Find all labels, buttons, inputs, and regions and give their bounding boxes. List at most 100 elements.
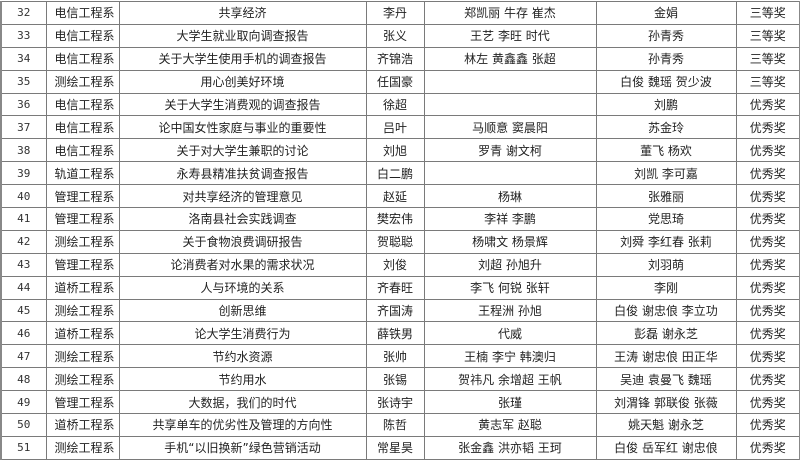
row-number-cell: 44	[0, 275, 47, 300]
award-cell: 优秀奖	[735, 344, 800, 369]
award-cell: 优秀奖	[735, 229, 800, 254]
team-members-cell: 刘超 孙旭升	[423, 252, 597, 277]
advisor-cell: 刘凯 李可嘉	[595, 161, 737, 186]
department-cell: 道桥工程系	[45, 413, 120, 437]
team-leader-cell: 樊宏伟	[365, 207, 425, 231]
award-cell: 优秀奖	[735, 413, 800, 437]
table-row: 41 管理工程系 洛南县社会实践调查 樊宏伟 李祥 李鹏 党思琦 优秀奖	[0, 207, 800, 231]
row-number-cell: 50	[0, 413, 47, 437]
row-number-cell: 38	[0, 138, 47, 163]
advisor-cell: 刘舜 李红春 张莉	[595, 229, 737, 254]
table-row: 34 电信工程系 关于大学生使用手机的调查报告 齐锦浩 林左 黄鑫鑫 张超 孙青秀 三等奖	[0, 46, 800, 71]
row-number-cell: 47	[0, 344, 47, 369]
advisor-cell: 金娟	[595, 1, 737, 25]
award-cell: 优秀奖	[735, 138, 800, 163]
row-number-cell: 34	[0, 46, 47, 71]
advisor-cell: 吴迪 袁曼飞 魏瑶	[595, 367, 737, 392]
team-leader-cell: 陈哲	[365, 413, 425, 437]
team-leader-cell: 徐超	[365, 92, 425, 117]
department-cell: 测绘工程系	[45, 435, 120, 460]
team-members-cell: 林左 黄鑫鑫 张超	[423, 46, 597, 71]
award-cell: 三等奖	[735, 69, 800, 94]
team-leader-cell: 李丹	[365, 1, 425, 25]
team-members-cell: 罗青 谢文柯	[423, 138, 597, 163]
award-cell: 优秀奖	[735, 367, 800, 392]
row-number-cell: 33	[0, 23, 47, 48]
row-number-cell: 49	[0, 390, 47, 415]
department-cell: 道桥工程系	[45, 275, 120, 300]
team-members-cell	[423, 161, 597, 186]
project-title-cell: 创新思维	[118, 298, 367, 323]
award-cell: 优秀奖	[735, 321, 800, 346]
department-cell: 管理工程系	[45, 252, 120, 277]
team-leader-cell: 常星昊	[365, 435, 425, 460]
table-row: 32 电信工程系 共享经济 李丹 郑凯丽 牛存 崔杰 金娟 三等奖	[0, 1, 800, 25]
project-title-cell: 永寿县精准扶贫调查报告	[118, 161, 367, 186]
team-members-cell: 张瑾	[423, 390, 597, 415]
advisor-cell: 董飞 杨欢	[595, 138, 737, 163]
award-cell: 三等奖	[735, 46, 800, 71]
department-cell: 电信工程系	[45, 138, 120, 163]
department-cell: 测绘工程系	[45, 344, 120, 369]
table-row: 36 电信工程系 关于大学生消费观的调查报告 徐超 刘鹏 优秀奖	[0, 92, 800, 117]
row-number-cell: 37	[0, 115, 47, 140]
row-number-cell: 39	[0, 161, 47, 186]
team-members-cell: 李祥 李鹏	[423, 207, 597, 231]
advisor-cell: 王涛 谢忠俍 田正华	[595, 344, 737, 369]
project-title-cell: 关于大学生使用手机的调查报告	[118, 46, 367, 71]
department-cell: 测绘工程系	[45, 69, 120, 94]
award-cell: 优秀奖	[735, 390, 800, 415]
advisor-cell: 彭磊 谢永芝	[595, 321, 737, 346]
table-row: 38 电信工程系 关于对大学生兼职的讨论 刘旭 罗青 谢文柯 董飞 杨欢 优秀奖	[0, 138, 800, 163]
table-row: 51 测绘工程系 手机“以旧换新”绿色营销活动 常星昊 张金鑫 洪亦韬 王珂 白俊 岳军红…	[0, 435, 800, 460]
row-number-cell: 40	[0, 184, 47, 209]
project-title-cell: 洛南县社会实践调查	[118, 207, 367, 231]
project-title-cell: 人与环境的关系	[118, 275, 367, 300]
advisor-cell: 刘羽萌	[595, 252, 737, 277]
team-members-cell: 杨琳	[423, 184, 597, 209]
advisor-cell: 刘渭锋 郭联俊 张薇	[595, 390, 737, 415]
award-cell: 优秀奖	[735, 252, 800, 277]
team-members-cell: 马顺意 窦晨阳	[423, 115, 597, 140]
table-row: 48 测绘工程系 节约用水 张锡 贺祎凡 余增超 王帆 吴迪 袁曼飞 魏瑶 优秀奖	[0, 367, 800, 392]
project-title-cell: 共享经济	[118, 1, 367, 25]
department-cell: 测绘工程系	[45, 367, 120, 392]
row-number-cell: 42	[0, 229, 47, 254]
table-row: 44 道桥工程系 人与环境的关系 齐春旺 李飞 何锐 张轩 李刚 优秀奖	[0, 275, 800, 300]
team-members-cell: 李飞 何锐 张轩	[423, 275, 597, 300]
department-cell: 电信工程系	[45, 23, 120, 48]
project-title-cell: 对共享经济的管理意见	[118, 184, 367, 209]
award-cell: 优秀奖	[735, 298, 800, 323]
advisor-cell: 孙青秀	[595, 46, 737, 71]
advisor-cell: 李刚	[595, 275, 737, 300]
row-number-cell: 41	[0, 207, 47, 231]
award-cell: 优秀奖	[735, 435, 800, 460]
award-cell: 优秀奖	[735, 207, 800, 231]
advisor-cell: 白俊 谢忠俍 李立功	[595, 298, 737, 323]
table-row: 50 道桥工程系 共享单车的优劣性及管理的方向性 陈哲 黄志军 赵聪 姚天魁 谢永芝 优秀奖	[0, 413, 800, 437]
table-row: 47 测绘工程系 节约水资源 张帅 王楠 李宁 韩澳归 王涛 谢忠俍 田正华 优秀奖	[0, 344, 800, 369]
project-title-cell: 关于对大学生兼职的讨论	[118, 138, 367, 163]
advisor-cell: 白俊 魏瑶 贺少波	[595, 69, 737, 94]
department-cell: 道桥工程系	[45, 321, 120, 346]
department-cell: 电信工程系	[45, 115, 120, 140]
department-cell: 管理工程系	[45, 390, 120, 415]
team-leader-cell: 赵延	[365, 184, 425, 209]
team-members-cell: 张金鑫 洪亦韬 王珂	[423, 435, 597, 460]
team-leader-cell: 张义	[365, 23, 425, 48]
table-row: 46 道桥工程系 论大学生消费行为 薛铁男 代威 彭磊 谢永芝 优秀奖	[0, 321, 800, 346]
advisor-cell: 张雅丽	[595, 184, 737, 209]
table-row: 37 电信工程系 论中国女性家庭与事业的重要性 吕叶 马顺意 窦晨阳 苏金玲 优秀奖	[0, 115, 800, 140]
project-title-cell: 大数据，我们的时代	[118, 390, 367, 415]
team-members-cell	[423, 92, 597, 117]
award-cell: 优秀奖	[735, 92, 800, 117]
team-leader-cell: 刘俊	[365, 252, 425, 277]
team-members-cell: 王楠 李宁 韩澳归	[423, 344, 597, 369]
table-row: 39 轨道工程系 永寿县精准扶贫调查报告 白二鹏 刘凯 李可嘉 优秀奖	[0, 161, 800, 186]
department-cell: 电信工程系	[45, 92, 120, 117]
row-number-cell: 36	[0, 92, 47, 117]
project-title-cell: 节约用水	[118, 367, 367, 392]
team-members-cell: 王程洲 孙旭	[423, 298, 597, 323]
